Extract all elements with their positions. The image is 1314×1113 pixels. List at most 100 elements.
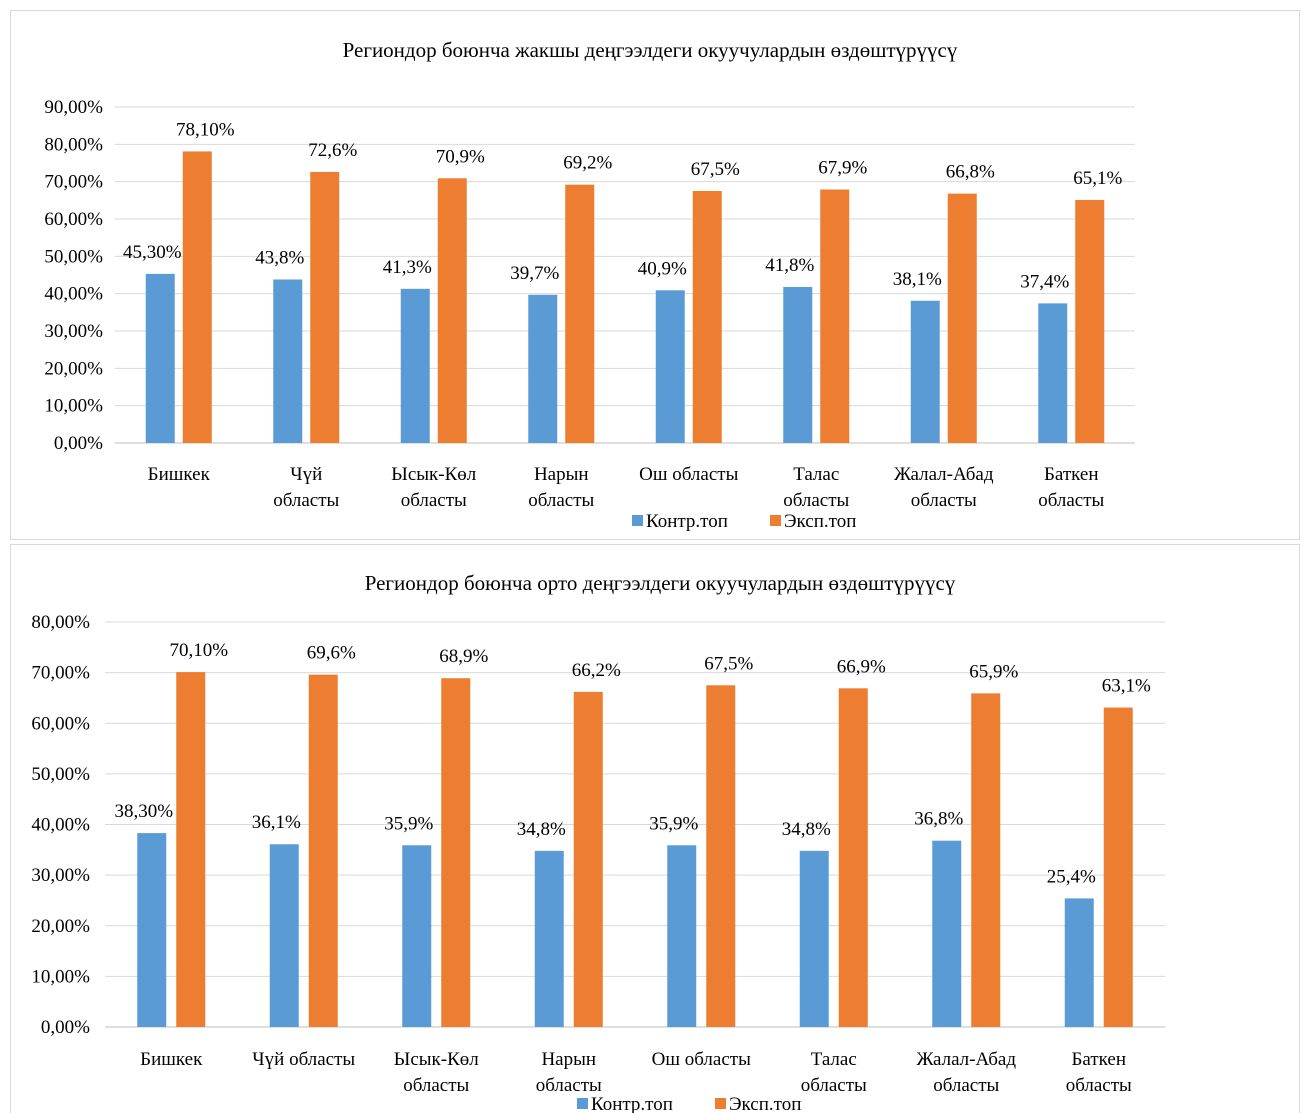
bar-control	[783, 286, 813, 443]
x-tick-label: областы	[933, 1075, 999, 1096]
y-tick-label: 0,00%	[41, 1017, 90, 1038]
bar-control	[269, 844, 299, 1027]
chart-title: Региондор боюнча орто деңгээлдеги окуучу…	[365, 571, 956, 595]
data-label: 67,5%	[691, 159, 740, 180]
data-label: 69,6%	[307, 643, 356, 664]
data-label: 70,9%	[436, 146, 485, 167]
x-tick-label: Чүй областы	[252, 1049, 355, 1070]
x-tick-label: Нарын	[534, 464, 589, 485]
x-tick-label: областы	[403, 1075, 469, 1096]
x-tick-label: областы	[801, 1075, 867, 1096]
data-label: 63,1%	[1102, 676, 1151, 697]
data-label: 34,8%	[517, 819, 566, 840]
y-tick-label: 40,00%	[31, 815, 90, 836]
data-label: 35,9%	[384, 813, 433, 834]
x-tick-label: областы	[401, 490, 467, 511]
legend-label: Эксп.топ	[729, 1094, 801, 1113]
bar-control	[145, 273, 175, 443]
bar-control	[400, 288, 430, 443]
y-tick-label: 50,00%	[31, 764, 90, 785]
bar-experimental	[437, 178, 467, 443]
data-label: 25,4%	[1047, 866, 1096, 887]
data-label: 70,10%	[169, 640, 228, 661]
chart-1: Региондор боюнча жакшы деңгээлдеги окууч…	[44, 38, 1135, 532]
bar-control	[1064, 898, 1094, 1027]
x-tick-label: областы	[273, 490, 339, 511]
legend-swatch-experimental	[715, 1098, 726, 1109]
bar-control	[402, 845, 432, 1027]
y-tick-label: 90,00%	[44, 97, 103, 118]
data-label: 65,9%	[969, 661, 1018, 682]
chart-2: Региондор боюнча орто деңгээлдеги окуучу…	[31, 571, 1165, 1113]
data-label: 69,2%	[563, 153, 612, 174]
bar-control	[137, 833, 167, 1027]
data-label: 38,1%	[893, 269, 942, 290]
bar-experimental	[182, 151, 212, 443]
legend: Контр.топ Эксп.топ	[632, 511, 856, 532]
y-tick-label: 80,00%	[31, 612, 90, 633]
data-label: 41,8%	[765, 255, 814, 276]
legend-label: Контр.топ	[646, 511, 728, 532]
x-tick-label: Чүй	[290, 464, 322, 485]
legend-swatch-experimental	[770, 515, 781, 526]
bar-control	[528, 294, 558, 443]
bar-experimental	[565, 184, 595, 444]
data-label: 68,9%	[439, 646, 488, 667]
legend-swatch-control	[577, 1098, 588, 1109]
x-tick-label: Бишкек	[140, 1049, 203, 1070]
x-tick-label: областы	[911, 490, 977, 511]
data-label: 40,9%	[638, 258, 687, 279]
y-tick-label: 0,00%	[54, 433, 103, 454]
y-tick-label: 80,00%	[44, 134, 103, 155]
y-tick-label: 30,00%	[31, 865, 90, 886]
bar-experimental	[838, 688, 868, 1027]
bar-experimental	[1103, 707, 1133, 1027]
data-label: 67,9%	[818, 158, 867, 179]
x-tick-label: Ош областы	[652, 1049, 751, 1070]
legend-label: Эксп.топ	[784, 511, 856, 532]
y-tick-label: 40,00%	[44, 284, 103, 305]
bar-experimental	[573, 691, 603, 1027]
y-tick-label: 20,00%	[44, 358, 103, 379]
data-label: 67,5%	[704, 653, 753, 674]
bar-experimental	[692, 191, 722, 443]
data-label: 35,9%	[649, 813, 698, 834]
bar-experimental	[310, 171, 340, 443]
bar-control	[799, 850, 829, 1027]
data-label: 45,30%	[123, 242, 182, 263]
y-tick-label: 50,00%	[44, 246, 103, 267]
data-label: 78,10%	[176, 119, 235, 140]
data-label: 66,8%	[946, 162, 995, 183]
chart-title: Региондор боюнча жакшы деңгээлдеги окууч…	[343, 38, 958, 62]
data-label: 36,1%	[252, 812, 301, 833]
x-tick-label: Ысык-Көл	[394, 1049, 479, 1070]
legend-swatch-control	[632, 515, 643, 526]
x-tick-label: Жалал-Абад	[916, 1049, 1016, 1070]
y-tick-label: 10,00%	[31, 966, 90, 987]
data-label: 65,1%	[1073, 168, 1122, 189]
x-tick-label: Талас	[811, 1049, 857, 1070]
bar-control	[932, 840, 962, 1027]
bar-experimental	[971, 693, 1001, 1027]
x-tick-label: Нарын	[541, 1049, 596, 1070]
x-tick-label: Баткен	[1044, 464, 1099, 485]
x-tick-label: Баткен	[1071, 1049, 1126, 1070]
y-tick-label: 20,00%	[31, 916, 90, 937]
data-label: 66,9%	[837, 656, 886, 677]
x-tick-label: Ысык-Көл	[391, 464, 476, 485]
data-label: 34,8%	[782, 819, 831, 840]
x-tick-label: областы	[783, 490, 849, 511]
x-tick-label: Ош областы	[639, 464, 738, 485]
y-tick-label: 70,00%	[44, 172, 103, 193]
data-label: 43,8%	[255, 247, 304, 268]
bar-control	[655, 290, 685, 443]
y-tick-label: 70,00%	[31, 663, 90, 684]
data-label: 66,2%	[572, 660, 621, 681]
bar-experimental	[706, 685, 736, 1027]
data-label: 36,8%	[914, 809, 963, 830]
bar-experimental	[947, 193, 977, 443]
data-label: 72,6%	[308, 140, 357, 161]
bar-control	[910, 300, 940, 443]
x-tick-label: Талас	[793, 464, 839, 485]
